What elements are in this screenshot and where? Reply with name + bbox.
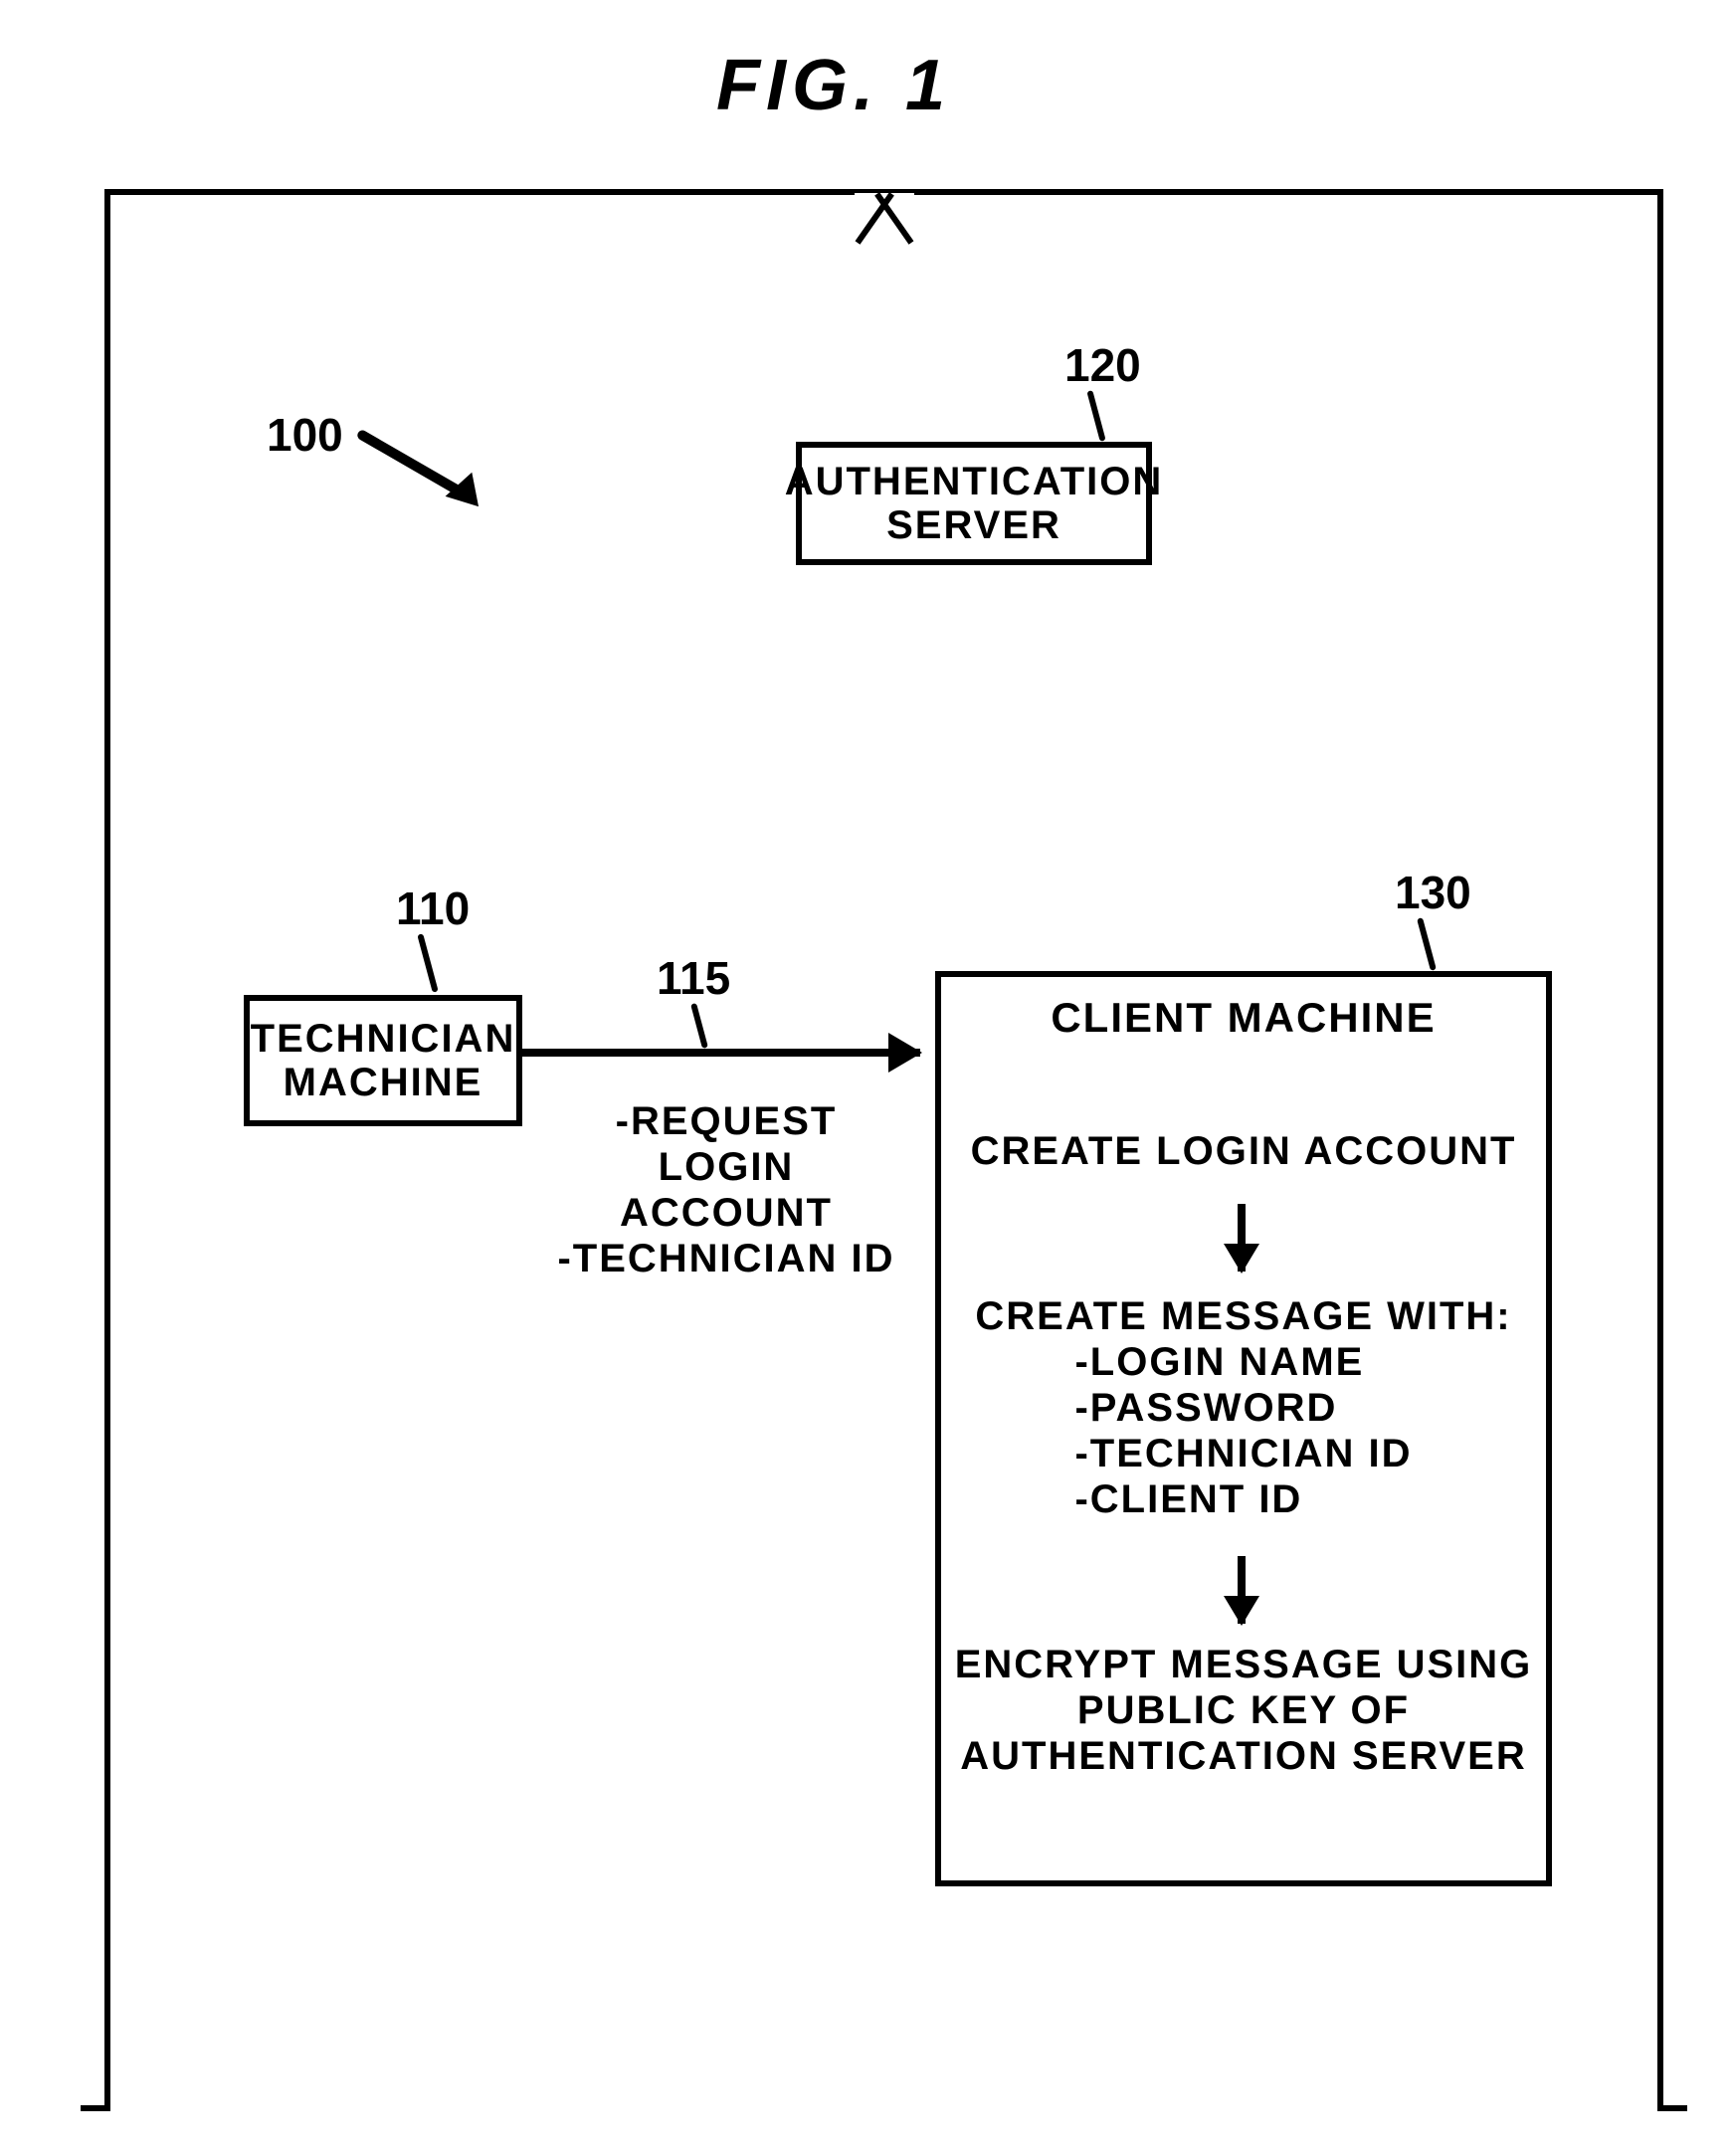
- edge-label-line3: -TECHNICIAN ID: [557, 1237, 894, 1280]
- client-step-2-item-2: -TECHNICIAN ID: [1074, 1431, 1412, 1476]
- client-step-2-head: CREATE MESSAGE WITH:: [941, 1293, 1546, 1339]
- ref-110: 110: [396, 882, 470, 935]
- ref-120: 120: [1064, 338, 1141, 392]
- client-flow-arrow-1: [1238, 1204, 1246, 1272]
- client-step-3-l2: PUBLIC KEY OF: [941, 1687, 1546, 1733]
- client-step-3-l3: AUTHENTICATION SERVER: [941, 1733, 1546, 1779]
- auth-server-line1: AUTHENTICATION: [785, 460, 1164, 503]
- arrow-head-icon: [1224, 1244, 1259, 1274]
- client-flow-arrow-2: [1238, 1556, 1246, 1624]
- client-step-2-items: -LOGIN NAME -PASSWORD -TECHNICIAN ID -CL…: [1074, 1339, 1412, 1522]
- client-step-3-l1: ENCRYPT MESSAGE USING: [941, 1642, 1546, 1687]
- edge-tech-to-client-label: -REQUEST LOGIN ACCOUNT -TECHNICIAN ID: [557, 1098, 895, 1281]
- bracket-foot-right: [1657, 2105, 1687, 2111]
- auth-server-line2: SERVER: [886, 503, 1061, 547]
- ref-130: 130: [1395, 866, 1471, 919]
- client-step-2-item-0: -LOGIN NAME: [1074, 1339, 1412, 1385]
- figure-canvas: FIG. 1 100 120 AUTHENTICATION SERVER 110…: [0, 0, 1733, 2156]
- client-step-3: ENCRYPT MESSAGE USING PUBLIC KEY OF AUTH…: [941, 1642, 1546, 1779]
- bracket-notch: [855, 193, 914, 243]
- node-client-machine: CLIENT MACHINE CREATE LOGIN ACCOUNT CREA…: [935, 971, 1552, 1886]
- client-step-2-item-3: -CLIENT ID: [1074, 1476, 1412, 1522]
- ref-115: 115: [657, 951, 730, 1005]
- client-step-2-item-1: -PASSWORD: [1074, 1385, 1412, 1431]
- node-technician-machine: TECHNICIAN MACHINE: [244, 995, 522, 1126]
- edge-tech-to-client: [522, 1049, 920, 1057]
- node-auth-server: AUTHENTICATION SERVER: [796, 442, 1152, 565]
- client-step-2: CREATE MESSAGE WITH: -LOGIN NAME -PASSWO…: [941, 1293, 1546, 1522]
- ref-100: 100: [267, 408, 343, 462]
- technician-line1: TECHNICIAN: [251, 1017, 516, 1061]
- bracket-foot-left: [81, 2105, 110, 2111]
- technician-line2: MACHINE: [284, 1061, 483, 1104]
- arrow-head-icon: [888, 1033, 922, 1073]
- edge-label-line2: ACCOUNT: [620, 1191, 833, 1235]
- edge-label-line1: -REQUEST LOGIN: [616, 1099, 838, 1189]
- arrow-head-icon: [1224, 1596, 1259, 1626]
- figure-title: FIG. 1: [716, 45, 951, 126]
- client-step-1: CREATE LOGIN ACCOUNT: [941, 1128, 1546, 1174]
- client-title: CLIENT MACHINE: [1051, 995, 1436, 1041]
